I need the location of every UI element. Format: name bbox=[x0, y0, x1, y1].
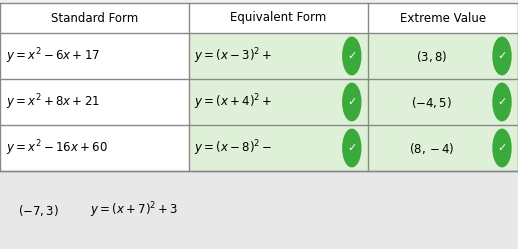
Bar bbox=[368, 125, 518, 171]
Text: Equivalent Form: Equivalent Form bbox=[231, 11, 326, 24]
Text: $(8, -4)$: $(8, -4)$ bbox=[409, 140, 455, 155]
Ellipse shape bbox=[343, 129, 361, 167]
Text: $y = x^2 - 16x + 60$: $y = x^2 - 16x + 60$ bbox=[6, 138, 108, 158]
Text: $y = (x + 7)^2 + 3$: $y = (x + 7)^2 + 3$ bbox=[90, 200, 178, 220]
Bar bbox=[189, 33, 368, 79]
Ellipse shape bbox=[493, 83, 511, 121]
Ellipse shape bbox=[493, 129, 511, 167]
Text: $(-7, 3)$: $(-7, 3)$ bbox=[18, 202, 59, 217]
Text: $y = (x - 3)^2 +$: $y = (x - 3)^2 +$ bbox=[194, 46, 272, 66]
Bar bbox=[189, 79, 368, 125]
Text: Extreme Value: Extreme Value bbox=[400, 11, 486, 24]
Bar bbox=[368, 79, 518, 125]
Ellipse shape bbox=[343, 83, 361, 121]
Text: $y = (x - 8)^2 -$: $y = (x - 8)^2 -$ bbox=[194, 138, 272, 158]
Text: $(3, 8)$: $(3, 8)$ bbox=[416, 49, 448, 63]
Text: ✓: ✓ bbox=[497, 97, 507, 107]
Bar bbox=[0, 3, 518, 171]
Text: ✓: ✓ bbox=[497, 143, 507, 153]
Bar bbox=[0, 171, 518, 249]
Text: ✓: ✓ bbox=[347, 97, 356, 107]
Ellipse shape bbox=[343, 37, 361, 75]
Bar bbox=[368, 33, 518, 79]
Text: ✓: ✓ bbox=[347, 51, 356, 61]
Text: $y = x^2 + 8x + 21$: $y = x^2 + 8x + 21$ bbox=[6, 92, 100, 112]
Text: ✓: ✓ bbox=[497, 51, 507, 61]
Text: $(-4, 5)$: $(-4, 5)$ bbox=[411, 95, 452, 110]
Text: ✓: ✓ bbox=[347, 143, 356, 153]
Text: Standard Form: Standard Form bbox=[51, 11, 138, 24]
Ellipse shape bbox=[493, 37, 511, 75]
Text: $y = x^2 - 6x + 17$: $y = x^2 - 6x + 17$ bbox=[6, 46, 100, 66]
Text: $y = (x + 4)^2 +$: $y = (x + 4)^2 +$ bbox=[194, 92, 272, 112]
Bar bbox=[189, 125, 368, 171]
